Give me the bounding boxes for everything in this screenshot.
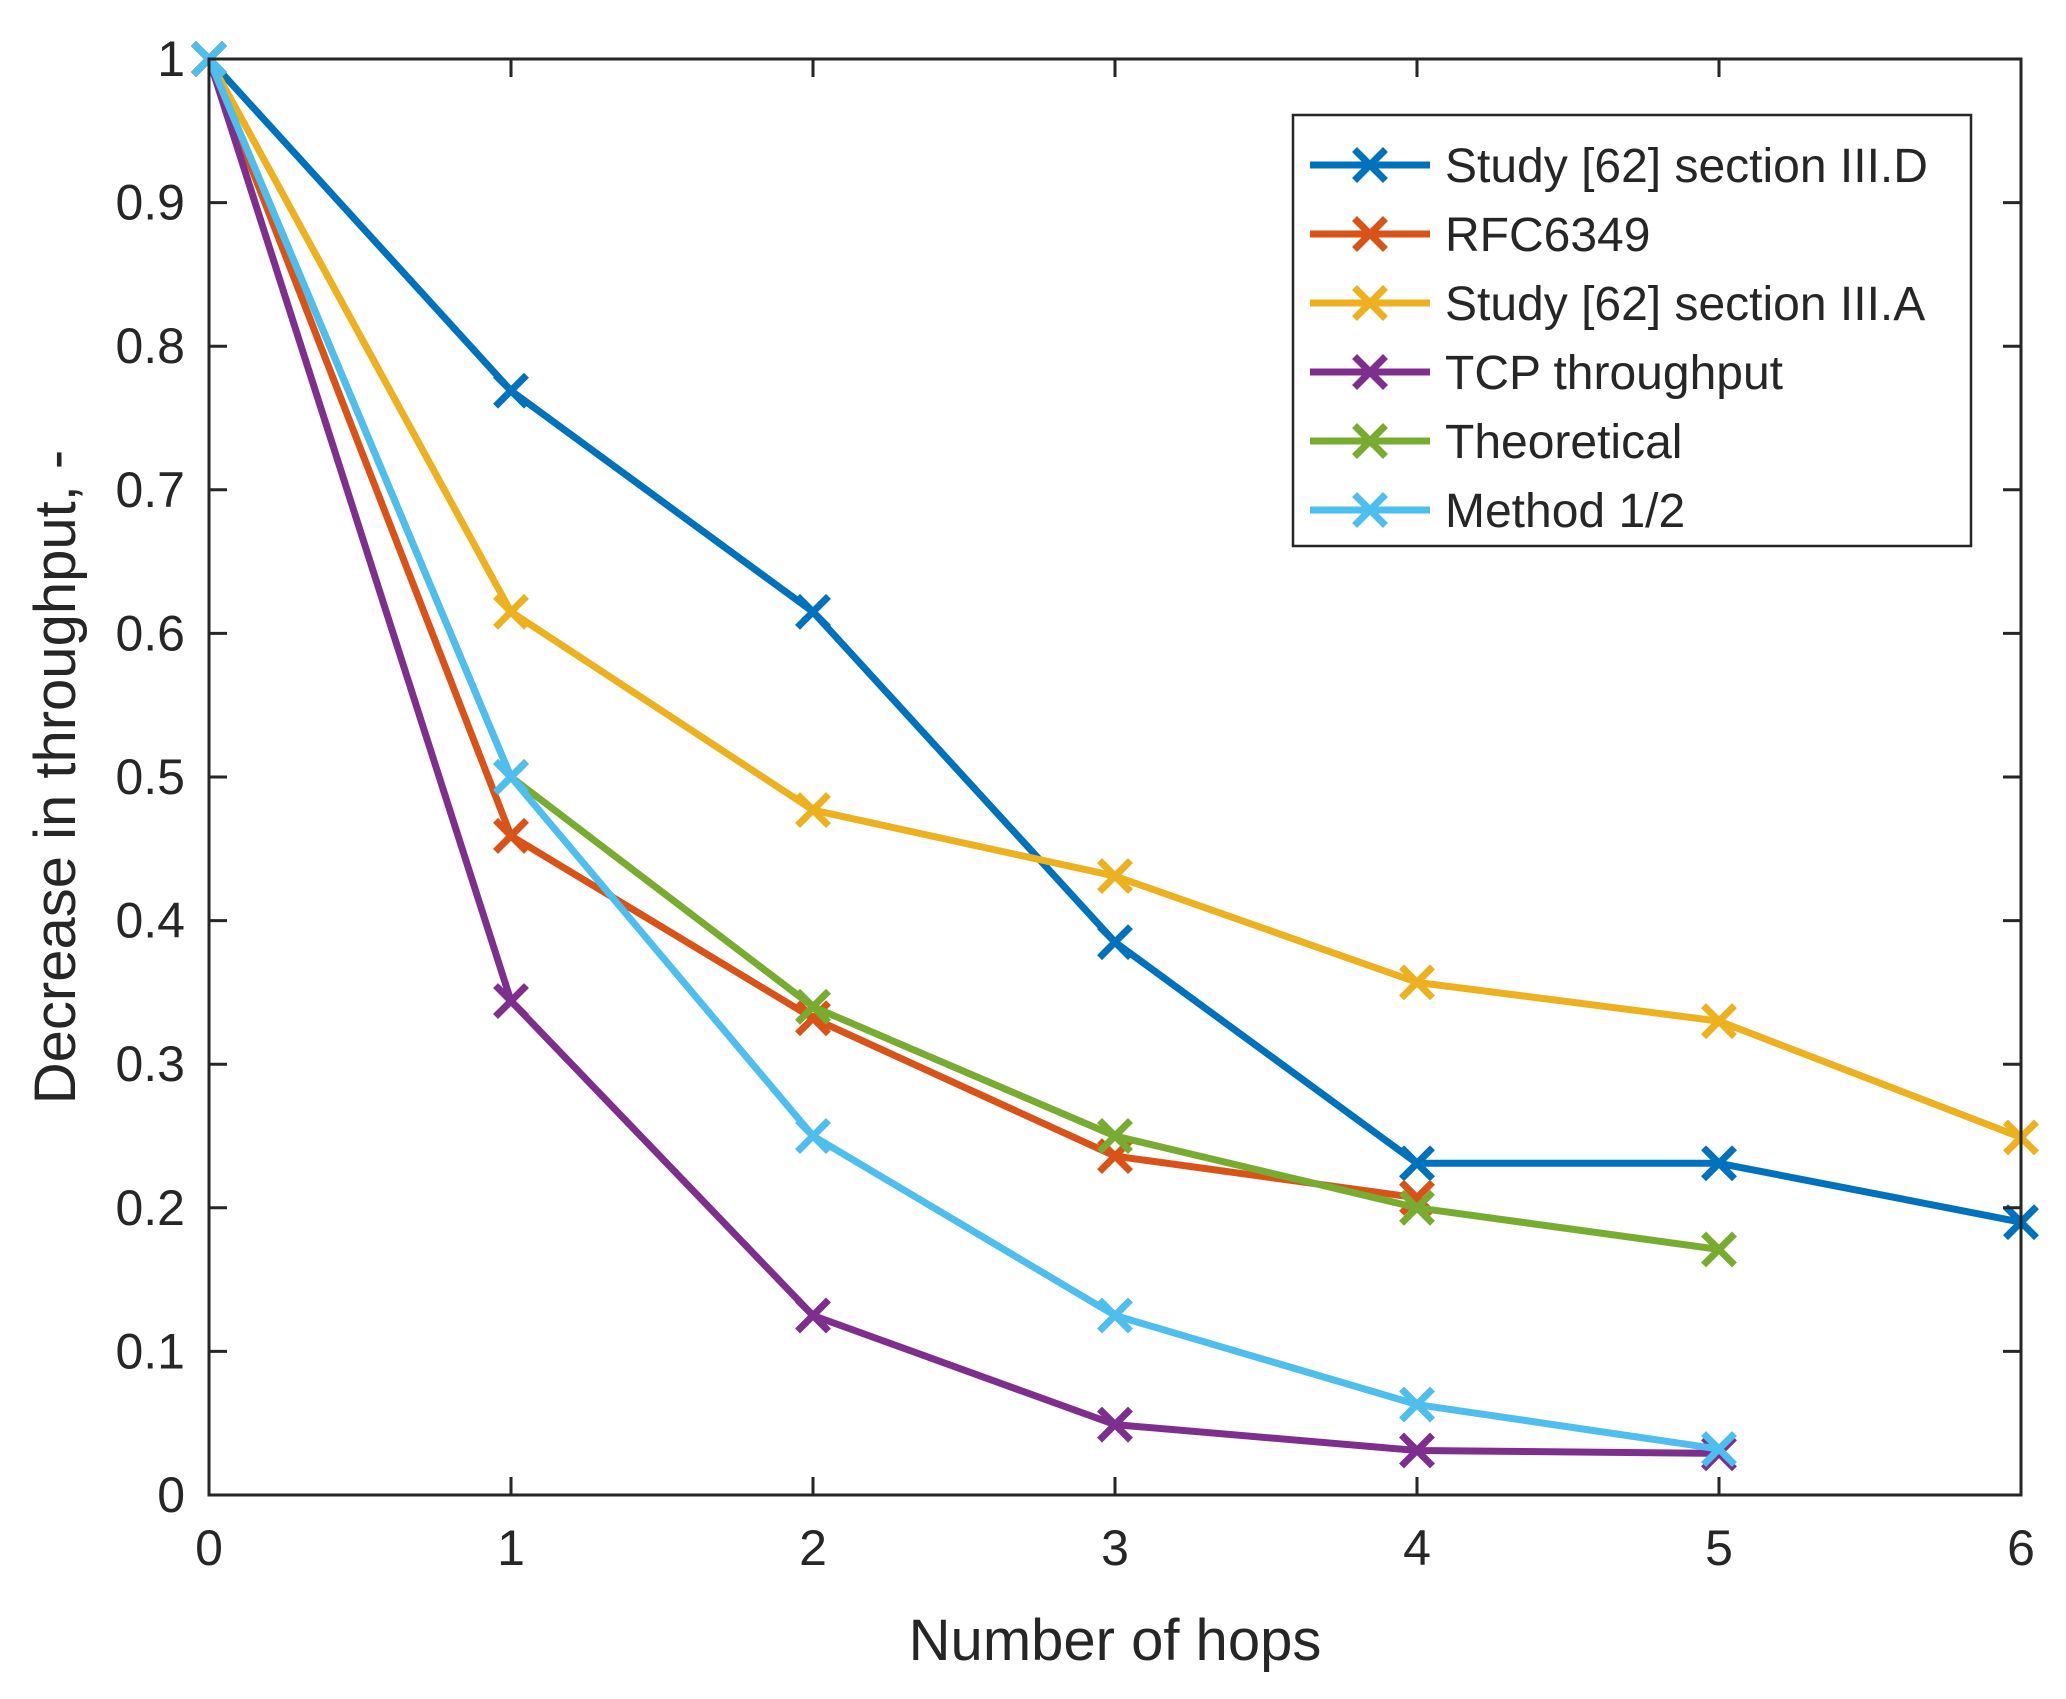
legend-label: TCP throughput [1445,347,1783,400]
data-point-theoretical [1701,1231,1737,1268]
series-line-method-1-2 [205,57,1720,1453]
data-point-tcp-throughput [1399,1432,1435,1469]
x-axis-label: Number of hops [909,1608,1322,1673]
data-point-study-62-section-iii-a [493,593,529,630]
legend-marker [1352,423,1388,459]
x-tick-label: 6 [2007,1520,2035,1576]
data-point-tcp-throughput [795,1297,831,1334]
y-tick-label: 0.4 [115,893,185,949]
legend-label: Theoretical [1445,416,1682,469]
data-point-method-1-2 [493,759,529,795]
data-point-tcp-throughput [493,983,529,1019]
legend-label: Study [62] section III.A [1445,278,1925,331]
y-tick-label: 0.3 [115,1036,185,1092]
series-method-1-2 [191,41,1737,1467]
data-point-study-62-section-iii-d [795,593,831,630]
legend-entry-tcp-throughput: TCP throughput [1310,347,1783,400]
legend-marker [1352,285,1388,321]
x-tick-label: 4 [1403,1520,1431,1576]
legend-entry-theoretical: Theoretical [1310,416,1682,469]
legend-box [1291,113,1973,548]
data-point-study-62-section-iii-a [1701,1003,1737,1040]
x-tick-label: 5 [1705,1520,1733,1576]
axis-ticks [207,57,2023,1497]
legend-marker [1352,492,1388,528]
y-axis-label: Decrease in throughput, - [23,450,88,1104]
data-point-study-62-section-iii-a [795,792,831,828]
legend-entry-study-62-section-iii-d: Study [62] section III.D [1310,140,1928,193]
data-point-method-1-2 [1701,1431,1737,1467]
legend-label: Method 1/2 [1445,485,1685,538]
data-point-theoretical [1399,1189,1435,1226]
y-tick-label: 1 [157,31,185,87]
data-point-study-62-section-iii-d [1399,1145,1435,1182]
y-tick-label: 0.8 [115,318,185,374]
legend-label: RFC6349 [1445,209,1650,262]
data-point-method-1-2 [1399,1386,1435,1423]
legend-marker [1352,147,1388,183]
x-tick-label: 3 [1101,1520,1129,1576]
legend-marker [1352,354,1388,390]
legend-entry-rfc6349: RFC6349 [1310,209,1650,262]
data-point-method-1-2 [1097,1297,1133,1334]
x-tick-label: 0 [195,1520,223,1576]
series-tcp-throughput [191,41,1737,1472]
y-tick-label: 0.2 [115,1180,185,1236]
legend-entry-method-1-2: Method 1/2 [1310,485,1685,538]
axis-tick-labels: 0 1 2 3 4 5 6 0 0.1 0.2 0.3 0.4 0.5 0.6 0.7 0.8 0.9 1 [115,31,2034,1576]
legend-marker [1352,216,1388,252]
data-point-method-1-2 [795,1118,831,1154]
y-tick-label: 0.7 [115,462,185,518]
y-tick-label: 0.9 [115,175,185,231]
legend-entry-study-62-section-iii-a: Study [62] section III.A [1310,278,1925,331]
x-tick-label: 1 [497,1520,525,1576]
plot-lines [191,41,2039,1472]
data-point-theoretical [1097,1118,1133,1154]
data-point-theoretical [795,988,831,1025]
data-point-study-62-section-iii-d [1097,924,1133,961]
x-tick-label: 2 [799,1520,827,1576]
data-point-study-62-section-iii-d [493,372,529,409]
legend: Study [62] section III.D RFC6349 Study [62… [1291,113,1973,548]
y-tick-label: 0.5 [115,749,185,805]
y-tick-label: 0.6 [115,605,185,661]
legend-label: Study [62] section III.D [1445,140,1928,193]
data-point-rfc6349 [493,817,529,854]
data-point-tcp-throughput [1097,1406,1133,1443]
legend-entries: Study [62] section III.D RFC6349 Study [62… [1310,140,1928,538]
data-point-study-62-section-iii-d [1701,1145,1737,1182]
data-point-study-62-section-iii-a [1399,964,1435,1001]
y-tick-label: 0.1 [115,1323,185,1379]
y-tick-label: 0 [157,1467,185,1523]
series-line-tcp-throughput [205,57,1720,1457]
data-point-study-62-section-iii-a [1097,858,1133,895]
